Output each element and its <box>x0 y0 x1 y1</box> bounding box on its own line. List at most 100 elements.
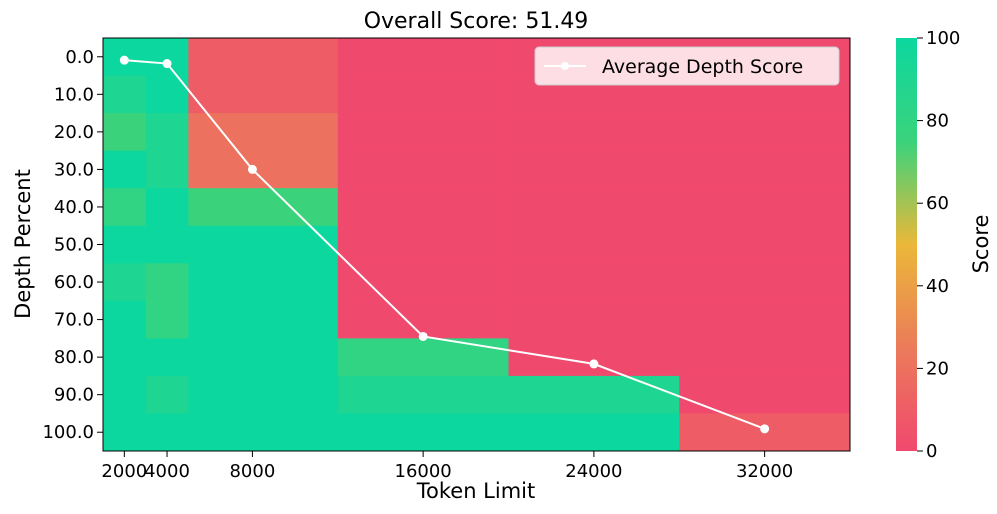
heatmap-cell <box>337 75 510 114</box>
heatmap-cell <box>103 300 147 339</box>
heatmap-cell <box>103 113 147 152</box>
heatmap-cell <box>188 263 339 302</box>
x-tick-label: 24000 <box>565 461 622 482</box>
heatmap-cell <box>508 375 680 414</box>
colorbar-tick-label: 80 <box>926 111 949 132</box>
heatmap-cell <box>679 263 851 302</box>
heatmap-cell <box>337 225 510 264</box>
heatmap-cell <box>188 75 339 114</box>
heatmap-cell <box>508 263 680 302</box>
colorbar-tick-label: 0 <box>926 441 937 462</box>
heatmap-cell <box>337 413 510 452</box>
heatmap-cell <box>145 338 189 377</box>
heatmap-cell <box>103 75 147 114</box>
y-axis-label: Depth Percent <box>11 169 35 319</box>
heatmap-cell <box>103 263 147 302</box>
heatmap-cell <box>337 338 510 377</box>
heatmap-cell <box>337 188 510 227</box>
heatmap-cell <box>679 300 851 339</box>
heatmap-cell <box>145 150 189 189</box>
heatmap-cell <box>103 338 147 377</box>
x-tick-label: 16000 <box>395 461 452 482</box>
heatmap-cell <box>145 188 189 227</box>
heatmap-cell <box>145 263 189 302</box>
x-tick-label: 8000 <box>229 461 275 482</box>
heatmap-cell <box>508 413 680 452</box>
heatmap-cell <box>337 375 510 414</box>
colorbar-tick-label: 40 <box>926 276 949 297</box>
heatmap-cell <box>337 38 510 77</box>
y-tick-label: 30.0 <box>54 159 94 180</box>
x-axis-label: Token Limit <box>416 479 535 503</box>
y-tick-label: 100.0 <box>42 422 94 443</box>
legend-marker-swatch <box>561 62 569 70</box>
heatmap-cell <box>103 188 147 227</box>
heatmap-cell <box>508 113 680 152</box>
y-tick-label: 10.0 <box>54 84 94 105</box>
colorbar-tick-label: 100 <box>926 28 960 49</box>
colorbar-label: Score <box>969 215 993 274</box>
legend: Average Depth Score <box>534 46 840 86</box>
heatmap-cell <box>145 300 189 339</box>
y-tick-label: 0.0 <box>65 47 94 68</box>
heatmap-cell <box>103 413 147 452</box>
heatmap-cell <box>188 338 339 377</box>
heatmap-cell <box>679 188 851 227</box>
heatmap-cell <box>103 225 147 264</box>
average-depth-point <box>589 359 599 369</box>
y-tick-label: 40.0 <box>54 197 94 218</box>
y-tick-label: 60.0 <box>54 272 94 293</box>
colorbar: 0 20 40 60 80 100 Score <box>896 28 993 462</box>
y-tick-label: 70.0 <box>54 310 94 331</box>
heatmap-cell <box>188 150 339 189</box>
heatmap-cell <box>103 375 147 414</box>
heatmap-cell <box>679 150 851 189</box>
heatmap-cells <box>103 38 851 452</box>
heatmap-cell <box>145 113 189 152</box>
x-tick-label: 2000 <box>101 461 147 482</box>
heatmap-cell <box>188 38 339 77</box>
heatmap-cell <box>337 150 510 189</box>
average-depth-point <box>247 164 257 174</box>
heatmap-cell <box>188 413 339 452</box>
heatmap-cell <box>508 150 680 189</box>
legend-box <box>534 46 840 86</box>
chart-title: Overall Score: 51.49 <box>364 9 589 34</box>
heatmap-cell <box>679 113 851 152</box>
y-tick-label: 90.0 <box>54 385 94 406</box>
y-axis-ticks: 0.0 10.0 20.0 30.0 40.0 50.0 60.0 70.0 80.0 90.0 1… <box>42 47 103 443</box>
average-depth-point <box>119 55 129 65</box>
colorbar-tick-label: 60 <box>926 193 949 214</box>
average-line-layer <box>119 55 770 434</box>
colorbar-ticks: 0 20 40 60 80 100 <box>917 28 960 462</box>
heatmap-cell <box>508 338 680 377</box>
y-tick-label: 50.0 <box>54 235 94 256</box>
average-depth-point <box>760 424 770 434</box>
colorbar-bar <box>896 38 917 451</box>
average-depth-point <box>162 59 172 69</box>
heatmap-cell <box>679 375 851 414</box>
heatmap-cell <box>145 375 189 414</box>
heatmap-cell <box>145 225 189 264</box>
y-tick-label: 20.0 <box>54 122 94 143</box>
heatmap-cell <box>145 413 189 452</box>
heatmap-cell <box>145 38 189 77</box>
legend-label: Average Depth Score <box>602 56 803 78</box>
average-depth-line <box>124 59 765 430</box>
heatmap-cell <box>188 188 339 227</box>
heatmap-cell <box>188 300 339 339</box>
heatmap-cell <box>508 225 680 264</box>
heatmap-cell <box>188 375 339 414</box>
y-tick-label: 80.0 <box>54 347 94 368</box>
heatmap-cell <box>679 338 851 377</box>
x-tick-label: 32000 <box>736 461 793 482</box>
heatmap-cell <box>508 188 680 227</box>
heatmap-cell <box>337 263 510 302</box>
colorbar-tick-label: 20 <box>926 358 949 379</box>
heatmap-cell <box>103 150 147 189</box>
heatmap-cell <box>188 225 339 264</box>
average-depth-point <box>418 331 428 341</box>
x-tick-label: 4000 <box>144 461 190 482</box>
